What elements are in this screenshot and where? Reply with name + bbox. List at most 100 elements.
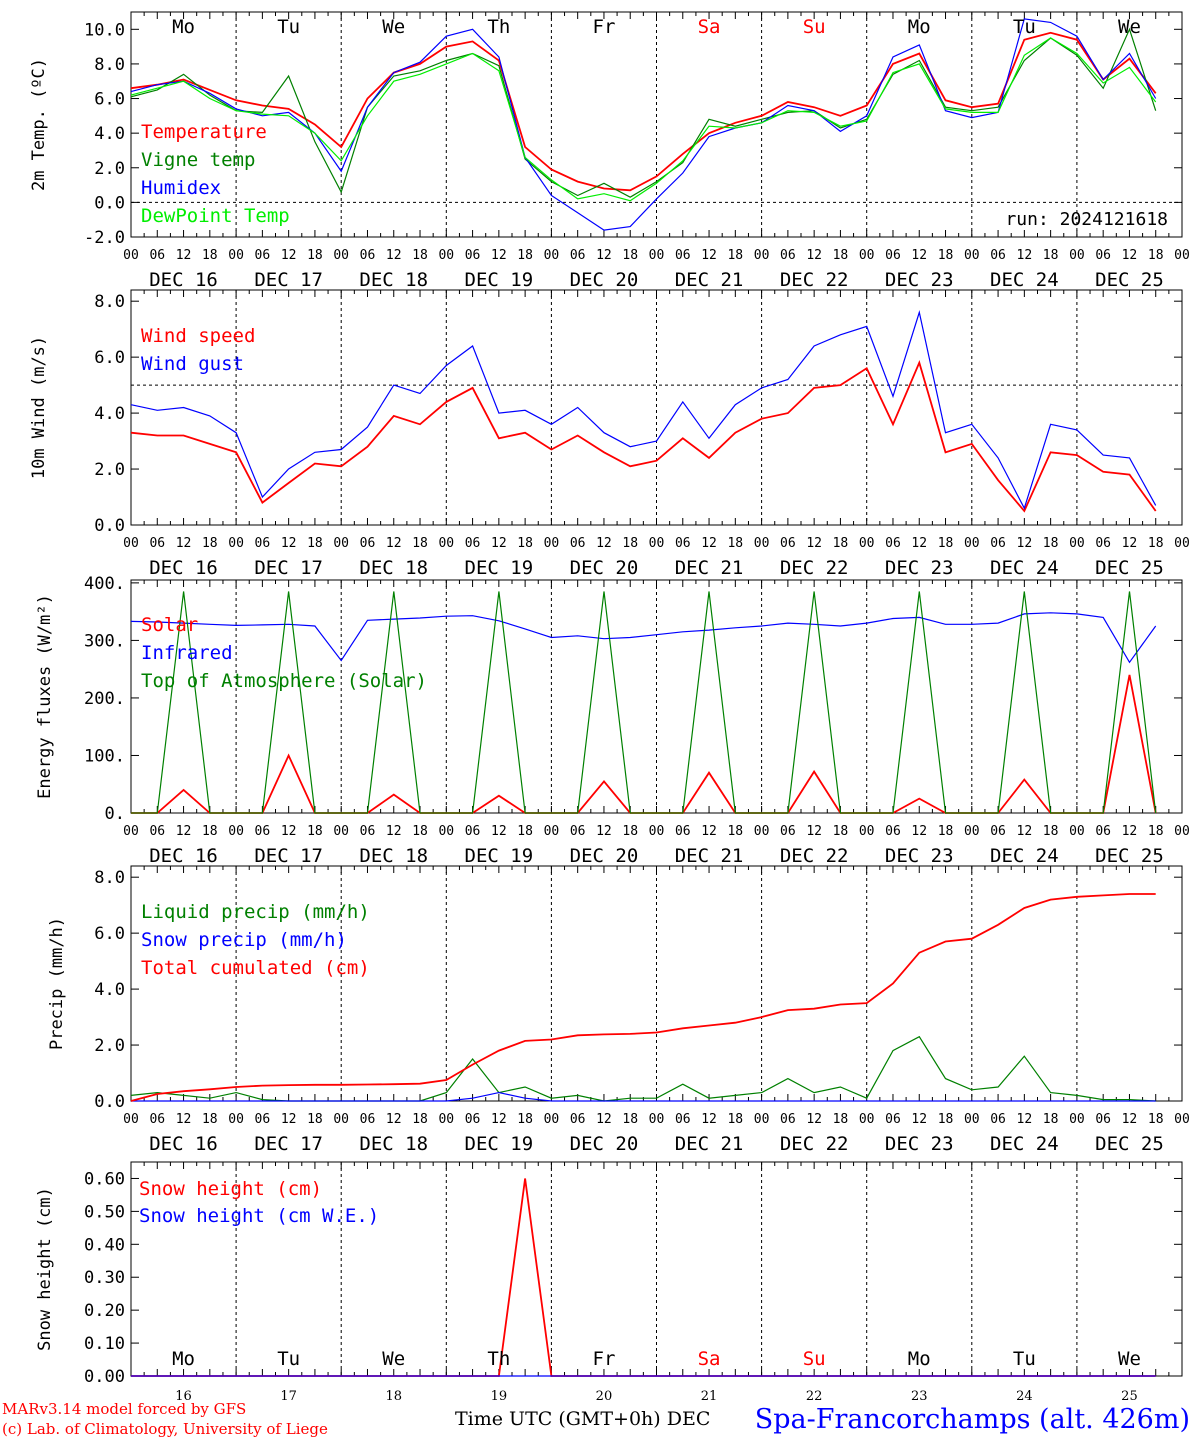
hour-tick-label: 06 <box>675 1112 691 1127</box>
date-label: DEC 21 <box>675 269 744 291</box>
day-label: Th <box>487 16 510 38</box>
series-line-liquid-precip-mm-h- <box>130 1035 1156 1102</box>
day-label: We <box>382 1348 405 1370</box>
hour-tick-label: 18 <box>517 536 533 551</box>
hour-tick-label: 12 <box>1122 536 1138 551</box>
day-label: Tu <box>277 16 300 38</box>
date-label: DEC 18 <box>359 1133 428 1155</box>
series-line-infrared <box>130 612 1157 664</box>
hour-tick-label: 12 <box>806 536 822 551</box>
date-label: DEC 24 <box>990 1133 1059 1155</box>
hour-tick-label: 00 <box>228 824 244 839</box>
hour-tick-label: 12 <box>911 1112 927 1127</box>
hour-tick-label: 00 <box>649 536 665 551</box>
date-label: DEC 17 <box>254 845 323 867</box>
date-label: DEC 18 <box>359 557 428 579</box>
run-annotation: run: 2024121618 <box>1005 209 1168 230</box>
y-tick-label: 4.0 <box>94 980 125 1000</box>
y-tick-label: 0.0 <box>94 1092 125 1112</box>
hour-tick-label: 18 <box>727 536 743 551</box>
legend-entry: Temperature <box>141 121 267 143</box>
hour-tick-label: 18 <box>307 248 323 263</box>
hour-tick-label: 00 <box>544 1112 560 1127</box>
hour-tick-label: 06 <box>255 824 271 839</box>
hour-tick-label: 00 <box>1069 1112 1085 1127</box>
hour-tick-label: 18 <box>622 1112 638 1127</box>
hour-tick-label: 18 <box>412 536 428 551</box>
date-number-label: 18 <box>385 1389 402 1404</box>
hour-tick-label: 12 <box>911 248 927 263</box>
day-label: Tu <box>1013 1348 1036 1370</box>
hour-tick-label: 06 <box>465 1112 481 1127</box>
hour-tick-label: 12 <box>596 824 612 839</box>
hour-tick-label: 12 <box>491 824 507 839</box>
legend-entry: Solar <box>141 614 198 636</box>
date-label: DEC 16 <box>149 557 218 579</box>
date-number-label: 21 <box>701 1389 718 1404</box>
hour-tick-label: 18 <box>1043 248 1059 263</box>
legend-entry: DewPoint Temp <box>141 205 290 227</box>
hour-tick-label: 12 <box>1122 824 1138 839</box>
y-tick-label: 400. <box>84 574 125 594</box>
hour-tick-label: 06 <box>570 824 586 839</box>
hour-tick-label: 18 <box>1148 1112 1164 1127</box>
legend-entry: Humidex <box>141 177 221 199</box>
plot-frame <box>130 11 1183 238</box>
hour-tick-label: 06 <box>255 536 271 551</box>
hour-tick-label: 00 <box>333 824 349 839</box>
y-tick-label: 0.0 <box>94 516 125 536</box>
hour-tick-label: 18 <box>1148 824 1164 839</box>
hour-tick-label: 06 <box>465 248 481 263</box>
legend-entry: Total cumulated (cm) <box>141 957 370 979</box>
hour-tick-label: 06 <box>990 536 1006 551</box>
hour-tick-label: 18 <box>202 248 218 263</box>
hour-tick-label: 06 <box>885 824 901 839</box>
hour-tick-label: 06 <box>360 824 376 839</box>
y-tick-label: 100. <box>84 746 125 766</box>
hour-tick-label: 06 <box>990 824 1006 839</box>
series-line-solar <box>131 674 1157 814</box>
hour-tick-label: 00 <box>228 1112 244 1127</box>
day-label: Mo <box>908 1348 931 1370</box>
hour-tick-label: 00 <box>964 536 980 551</box>
hour-tick-label: 00 <box>1174 1112 1190 1127</box>
hour-tick-label: 12 <box>1017 536 1033 551</box>
day-label: Su <box>803 1348 826 1370</box>
hour-tick-label: 12 <box>701 824 717 839</box>
hour-tick-label: 18 <box>833 1112 849 1127</box>
hour-tick-label: 06 <box>675 536 691 551</box>
hour-tick-label: 00 <box>754 824 770 839</box>
hour-tick-label: 18 <box>517 1112 533 1127</box>
hour-tick-label: 18 <box>307 1112 323 1127</box>
hour-tick-label: 00 <box>754 1112 770 1127</box>
day-label: Su <box>803 16 826 38</box>
y-tick-label: 0.40 <box>84 1235 125 1255</box>
date-label: DEC 20 <box>570 269 639 291</box>
hour-tick-label: 00 <box>438 1112 454 1127</box>
day-label: Sa <box>698 1348 721 1370</box>
hour-tick-label: 12 <box>596 536 612 551</box>
hour-tick-label: 12 <box>596 248 612 263</box>
y-tick-label: 0.30 <box>84 1268 125 1288</box>
hour-tick-label: 06 <box>990 248 1006 263</box>
hour-tick-label: 12 <box>491 1112 507 1127</box>
hour-tick-label: 18 <box>412 824 428 839</box>
series-line-wind-gust <box>130 310 1157 510</box>
hour-tick-label: 06 <box>255 1112 271 1127</box>
hour-tick-label: 00 <box>1174 248 1190 263</box>
hour-tick-label: 12 <box>701 536 717 551</box>
hour-tick-label: 00 <box>123 248 139 263</box>
date-label: DEC 22 <box>780 845 849 867</box>
hour-tick-label: 06 <box>780 824 796 839</box>
hour-tick-label: 00 <box>964 824 980 839</box>
hour-tick-label: 00 <box>1069 824 1085 839</box>
hour-tick-label: 00 <box>964 248 980 263</box>
date-label: DEC 16 <box>149 1133 218 1155</box>
y-tick-label: 300. <box>84 631 125 651</box>
hour-tick-label: 00 <box>964 1112 980 1127</box>
y-tick-label: 0.60 <box>84 1169 125 1189</box>
date-label: DEC 20 <box>570 845 639 867</box>
hour-tick-label: 18 <box>1043 1112 1059 1127</box>
date-label: DEC 23 <box>885 557 954 579</box>
